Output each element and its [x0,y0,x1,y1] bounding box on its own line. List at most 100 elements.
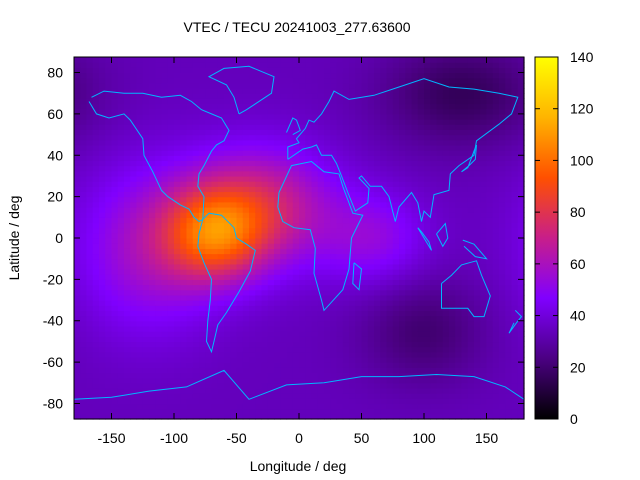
heatmap-cell [199,393,206,399]
heatmap-cell [236,393,244,399]
heatmap-cell [386,93,394,99]
heatmap-cell [117,289,125,296]
heatmap-cell [99,124,106,130]
heatmap-cell [292,408,300,415]
heatmap-cell [111,201,119,208]
heatmap-cell [161,305,169,311]
heatmap-cell [174,367,181,374]
heatmap-cell [130,227,138,234]
heatmap-cell [186,325,194,332]
heatmap-cell [449,57,456,63]
heatmap-cell [192,134,200,141]
heatmap-cell [311,196,319,203]
heatmap-cell [505,387,513,394]
heatmap-cell [399,238,406,244]
heatmap-cell [349,217,356,224]
heatmap-cell [255,238,263,244]
heatmap-cell [349,258,356,265]
heatmap-cell [124,372,131,379]
heatmap-cell [142,367,150,374]
heatmap-cell [305,196,313,203]
heatmap-cell [461,103,469,110]
heatmap-cell [461,67,469,74]
heatmap-cell [292,258,300,265]
heatmap-cell [274,336,281,343]
heatmap-cell [211,274,219,280]
heatmap-cell [149,98,156,105]
heatmap-cell [286,238,294,244]
heatmap-cell [105,294,113,301]
heatmap-cell [436,289,444,296]
heatmap-cell [249,201,256,208]
heatmap-cell [442,103,450,110]
heatmap-cell [117,294,125,301]
heatmap-cell [505,269,513,275]
heatmap-cell [355,191,363,198]
heatmap-cell [224,413,231,420]
heatmap-cell [505,170,513,177]
heatmap-cell [205,331,213,337]
heatmap-cell [361,248,369,255]
heatmap-cell [167,67,175,74]
heatmap-cell [74,387,81,394]
heatmap-cell [492,294,500,301]
heatmap-cell [442,413,450,420]
heatmap-cell [242,77,250,84]
heatmap-cell [249,93,256,99]
heatmap-cell [280,269,288,275]
heatmap-cell [386,238,394,244]
heatmap-cell [380,82,388,89]
heatmap-cell [317,403,325,410]
heatmap-cell [136,77,144,84]
heatmap-cell [242,274,250,280]
heatmap-cell [242,222,250,229]
heatmap-cell [405,284,413,291]
heatmap-cell [436,108,444,115]
heatmap-cell [386,413,394,420]
heatmap-cell [305,139,313,146]
heatmap-cell [105,119,113,125]
heatmap-cell [142,103,150,110]
heatmap-cell [305,62,313,68]
heatmap-cell [361,263,369,270]
heatmap-cell [299,144,306,151]
heatmap-cell [311,331,319,337]
heatmap-cell [92,325,100,332]
heatmap-cell [492,336,500,343]
heatmap-cell [230,165,238,172]
heatmap-cell [192,336,200,343]
heatmap-cell [255,289,263,296]
heatmap-cell [505,124,513,130]
heatmap-cell [130,88,138,94]
heatmap-cell [261,289,269,296]
heatmap-cell [292,238,300,244]
heatmap-cell [374,377,381,384]
heatmap-cell [161,274,169,280]
heatmap-cell [274,77,281,84]
heatmap-cell [449,382,456,389]
heatmap-cell [330,201,338,208]
heatmap-cell [224,191,231,198]
heatmap-cell [74,124,81,130]
heatmap-cell [417,77,425,84]
heatmap-cell [155,103,163,110]
heatmap-cell [349,134,356,141]
heatmap-cell [480,124,488,130]
heatmap-cell [517,387,525,394]
heatmap-cell [386,289,394,296]
heatmap-cell [442,284,450,291]
heatmap-cell [449,62,456,68]
heatmap-cell [455,413,463,420]
heatmap-cell [99,351,106,358]
heatmap-cell [192,248,200,255]
heatmap-cell [267,103,275,110]
heatmap-cell [324,93,331,99]
heatmap-cell [255,320,263,327]
heatmap-cell [261,248,269,255]
heatmap-cell [180,175,188,182]
heatmap-cell [205,62,213,68]
heatmap-cell [192,408,200,415]
heatmap-cell [424,196,431,203]
heatmap-cell [130,377,138,384]
heatmap-cell [355,212,363,218]
